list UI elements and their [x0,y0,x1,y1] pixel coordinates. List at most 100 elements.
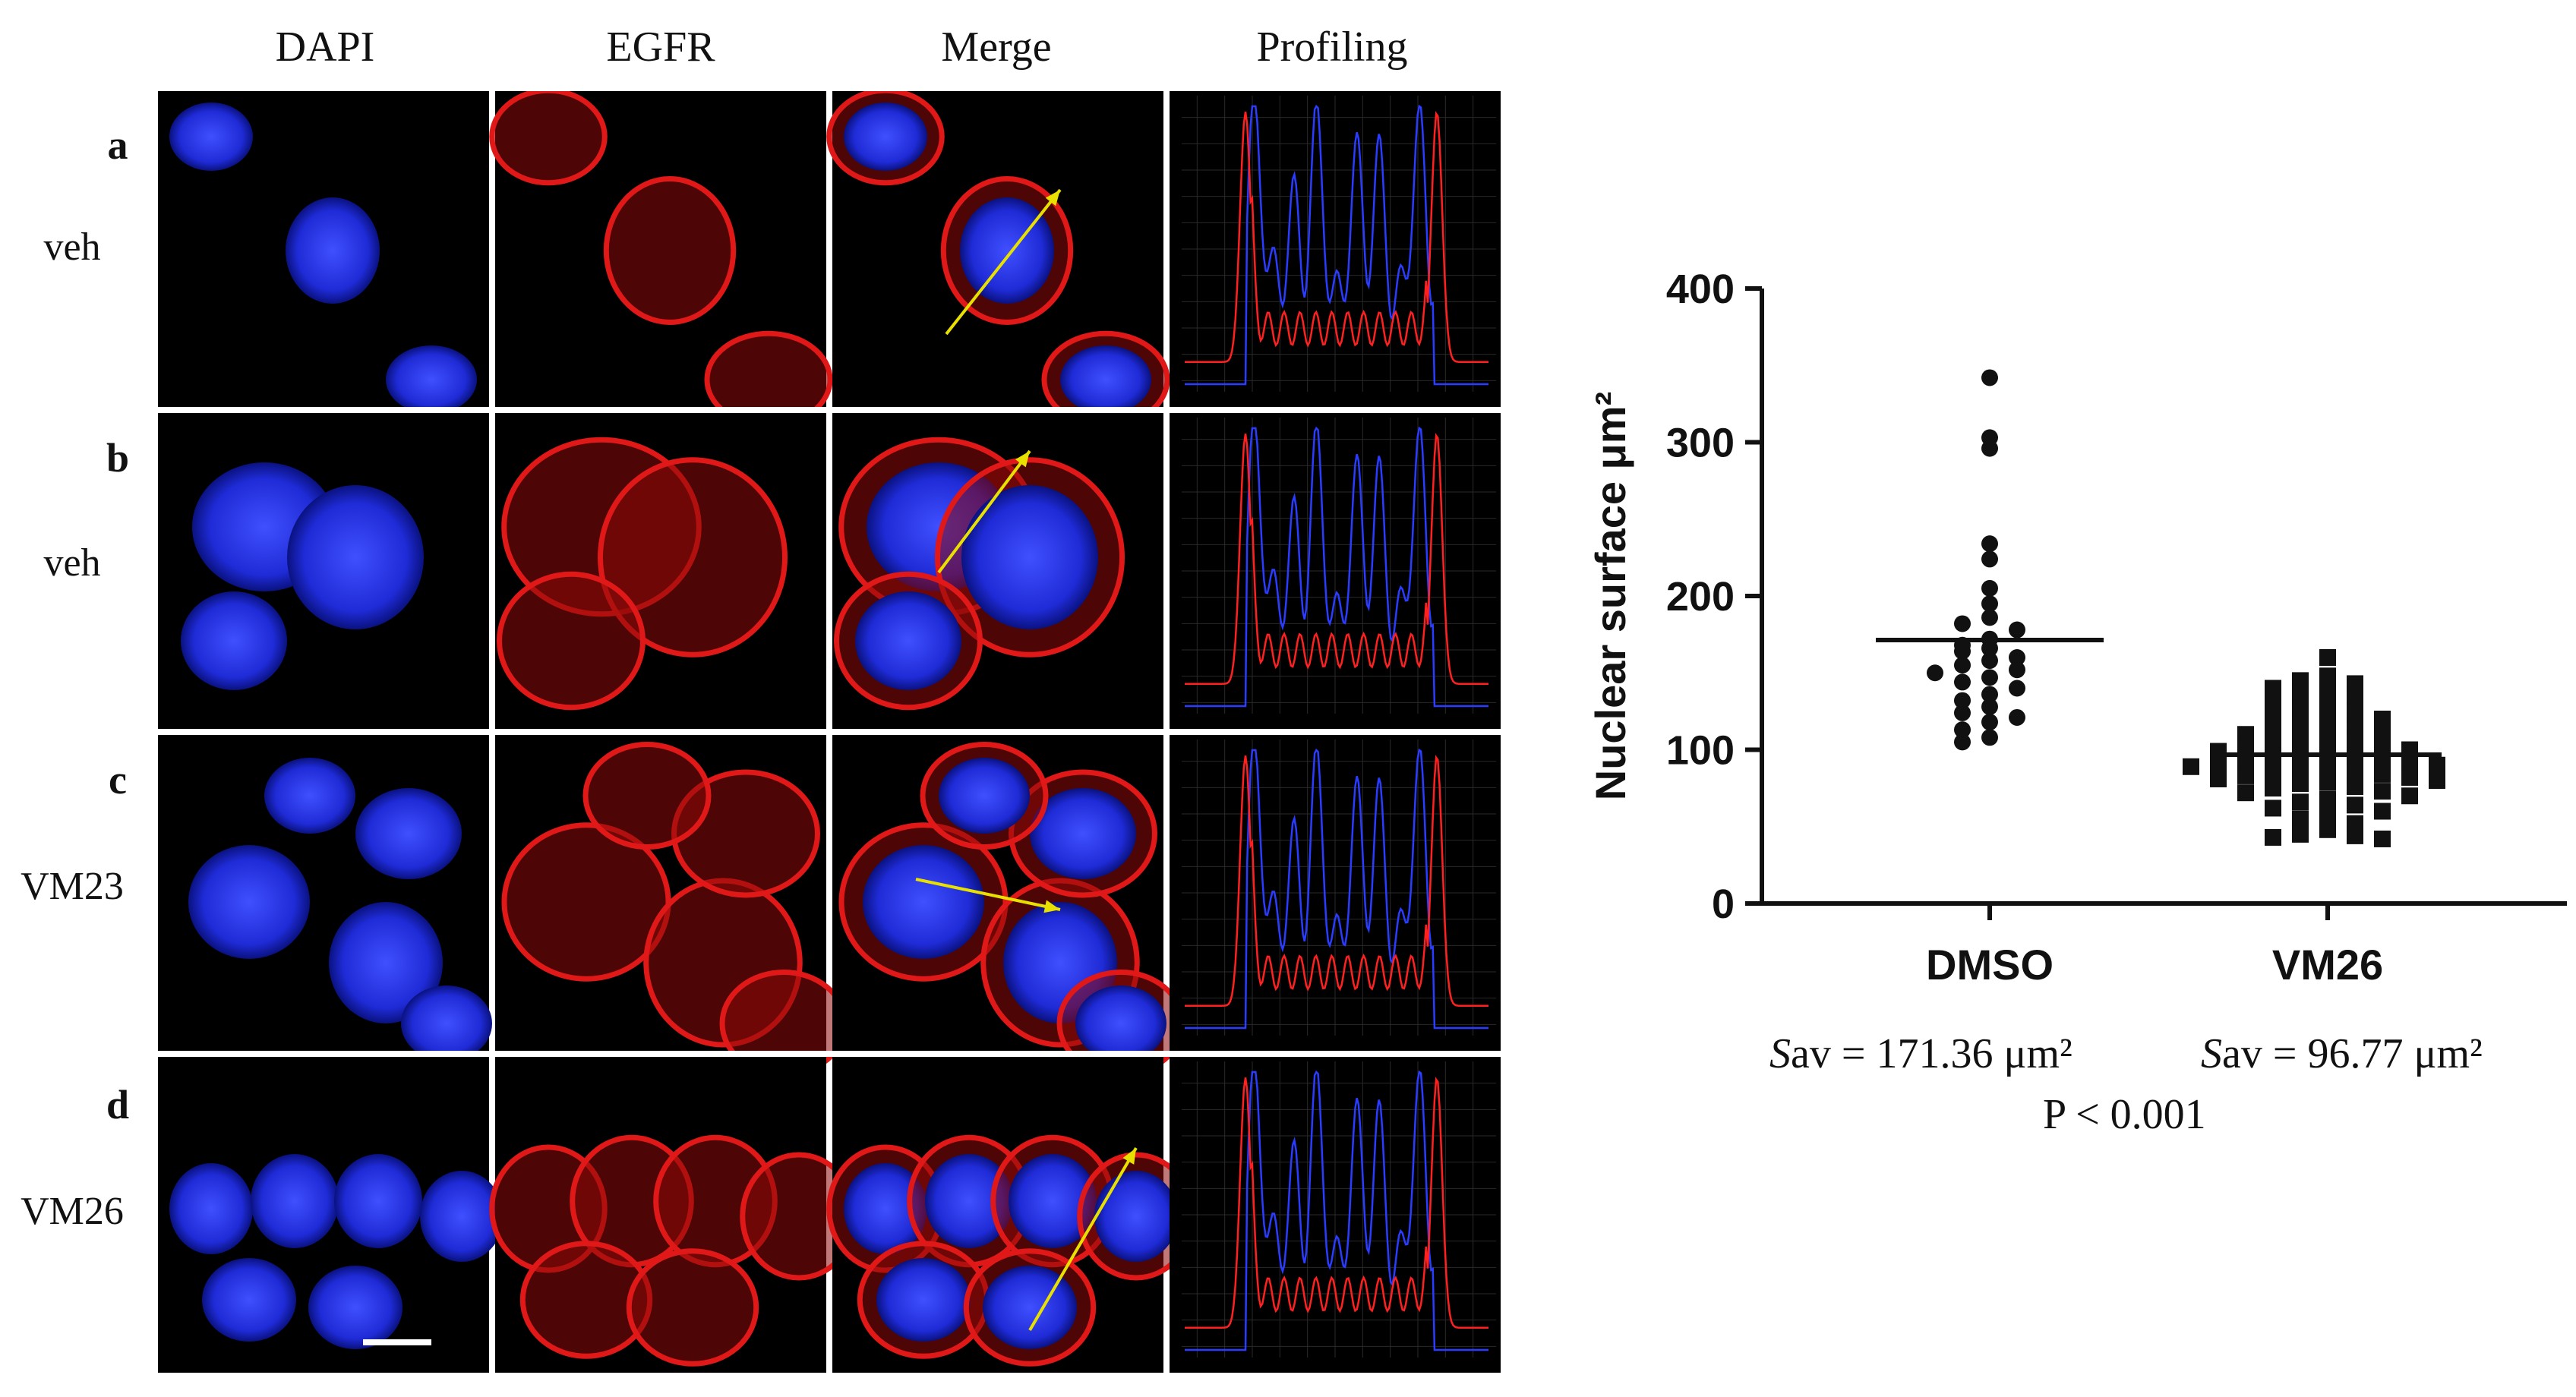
dapi-nucleus [188,845,310,959]
data-point [2374,783,2391,800]
data-point [2292,793,2309,811]
data-point [2401,768,2418,786]
panel-a-1 [489,91,833,429]
data-point [2265,828,2281,846]
data-point [1954,642,1971,660]
row-letter-c: c [109,757,127,803]
panel-d-2 [826,1057,1195,1373]
data-point [2265,721,2281,739]
data-point [1981,686,1998,703]
dapi-nucleus [181,591,287,690]
data-point [2009,621,2025,639]
stat-vm26-value: av = 96.77 μm² [2222,1030,2483,1077]
data-point [1954,721,1971,739]
dapi-nucleus [863,845,984,959]
data-point [2401,787,2418,805]
dapi-nucleus [1060,345,1151,414]
data-point [1954,733,1971,751]
data-point [2237,726,2254,743]
data-point [1954,704,1971,721]
scale-bar [363,1339,431,1345]
panel-c-3 [1170,735,1501,1051]
data-point [2292,701,2309,718]
nuclear-surface-scatter-chart: Nuclear surface μm² DMSO VM26 0 100 200 300… [1586,266,2567,989]
data-point [2292,672,2309,689]
dapi-nucleus [1009,1154,1097,1248]
data-point [1954,692,1971,709]
dapi-nucleus [1094,1171,1178,1262]
data-point [2009,661,2025,679]
data-point [2347,827,2363,844]
egfr-membrane [598,457,788,658]
stat-dmso-average: Sav = 171.36 μm² [1769,1030,2072,1078]
col-label-dapi: DAPI [275,24,375,71]
data-point [1981,714,1998,731]
panel-separator [158,729,1501,735]
dapi-nucleus [202,1258,296,1342]
dapi-nucleus [401,985,492,1061]
profile-blue-line [1185,104,1488,386]
dapi-nucleus [334,1154,422,1248]
dapi-nucleus [308,1266,402,1349]
y-tick-label: 0 [1712,881,1735,927]
dapi-nucleus [960,197,1054,304]
dapi-nucleus [251,1154,339,1248]
dapi-nucleus [264,758,355,834]
dapi-nucleus [961,485,1098,629]
x-tick-label-vm26: VM26 [2272,941,2383,989]
profile-red-line [1185,111,1488,363]
data-point [2374,830,2391,847]
data-point [2319,821,2336,838]
dapi-nucleus [1075,985,1166,1061]
data-point [2319,667,2336,685]
panel-separator [158,1051,1501,1057]
data-point [1981,535,1998,553]
stat-dmso-symbol: S [1769,1030,1791,1077]
data-point [2374,765,2391,783]
data-point [2265,735,2281,752]
panel-d-1 [489,1057,858,1373]
dapi-nucleus [286,197,380,304]
dapi-nucleus [844,1163,927,1254]
row-letter-a: a [107,122,128,168]
data-point [2265,707,2281,724]
dapi-nucleus [355,788,462,879]
data-point [2265,749,2281,766]
data-point [2319,729,2336,746]
egfr-membrane [626,1248,759,1367]
col-label-merge: Merge [941,24,1052,71]
dapi-nucleus [329,902,443,1023]
row-condition-b: veh [43,541,101,585]
data-point [1981,440,1998,457]
y-tick-label: 300 [1666,421,1735,466]
data-point [1981,669,1998,686]
egfr-membrane [603,176,737,325]
profile-red-line [1185,755,1488,1007]
dapi-nucleus [420,1171,504,1262]
panel-a-0 [158,91,489,414]
data-point [2347,704,2363,721]
data-point [1954,673,1971,691]
data-point [2347,796,2363,814]
profile-arrow [1028,1146,1138,1332]
panel-separator [158,407,1501,413]
data-point [2319,698,2336,715]
data-point [2401,753,2418,771]
col-label-profiling: Profiling [1256,24,1408,71]
data-point [2319,790,2336,808]
y-tick-label: 100 [1666,728,1735,774]
data-point [2347,733,2363,751]
data-point [1954,615,1971,632]
dapi-nucleus [169,1163,253,1254]
data-point [2210,755,2227,772]
data-point [2009,649,2025,666]
row-condition-d: VM26 [21,1190,124,1233]
profile-arrow [945,188,1062,336]
dapi-nucleus [876,1258,971,1342]
data-point [2429,756,2445,774]
data-point [1981,609,1998,626]
data-point [2347,778,2363,796]
micrograph-panel-grid [158,91,1501,1373]
panel-c-1 [495,735,848,1077]
data-point [2292,775,2309,793]
